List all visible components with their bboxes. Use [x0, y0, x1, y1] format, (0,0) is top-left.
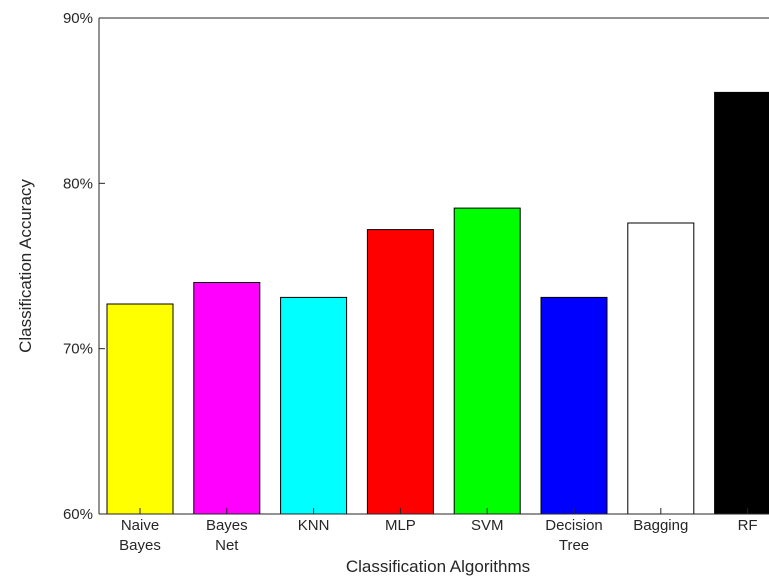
- x-tick-label: Bagging: [633, 517, 688, 534]
- bar-rf: [714, 91, 769, 515]
- bar-decision-tree: [540, 296, 608, 515]
- y-ticks-group: 60% 70% 80% 90%: [63, 10, 105, 523]
- x-tick-label: MLP: [385, 517, 416, 534]
- y-tick-label: 70%: [63, 341, 93, 358]
- y-tick-label: 60%: [63, 506, 93, 523]
- x-labels-group: Naive Bayes Bayes Net KNN MLP SVM Decision Tree B…: [119, 508, 758, 554]
- bar-svm: [453, 207, 521, 515]
- x-tick-label: RF: [738, 517, 758, 534]
- y-axis-title: Classification Accuracy: [16, 179, 35, 353]
- y-tick-label: 90%: [63, 10, 93, 27]
- bar-bayes-net: [193, 282, 261, 515]
- x-tick-label: SVM: [471, 517, 504, 534]
- x-tick-label: Naive Bayes: [119, 517, 161, 554]
- bar-naive-bayes: [106, 303, 174, 515]
- x-tick-label: Bayes Net: [206, 517, 248, 554]
- x-tick-label: KNN: [298, 517, 330, 534]
- x-tick-label: Decision Tree: [545, 517, 603, 554]
- y-tick-label: 80%: [63, 175, 93, 192]
- bar-knn: [280, 296, 348, 515]
- bar-mlp: [366, 229, 434, 515]
- bars-group: [106, 91, 769, 515]
- bar-bagging: [627, 222, 695, 515]
- x-axis-title: Classification Algorithms: [346, 557, 530, 576]
- axes-group: [98, 17, 769, 515]
